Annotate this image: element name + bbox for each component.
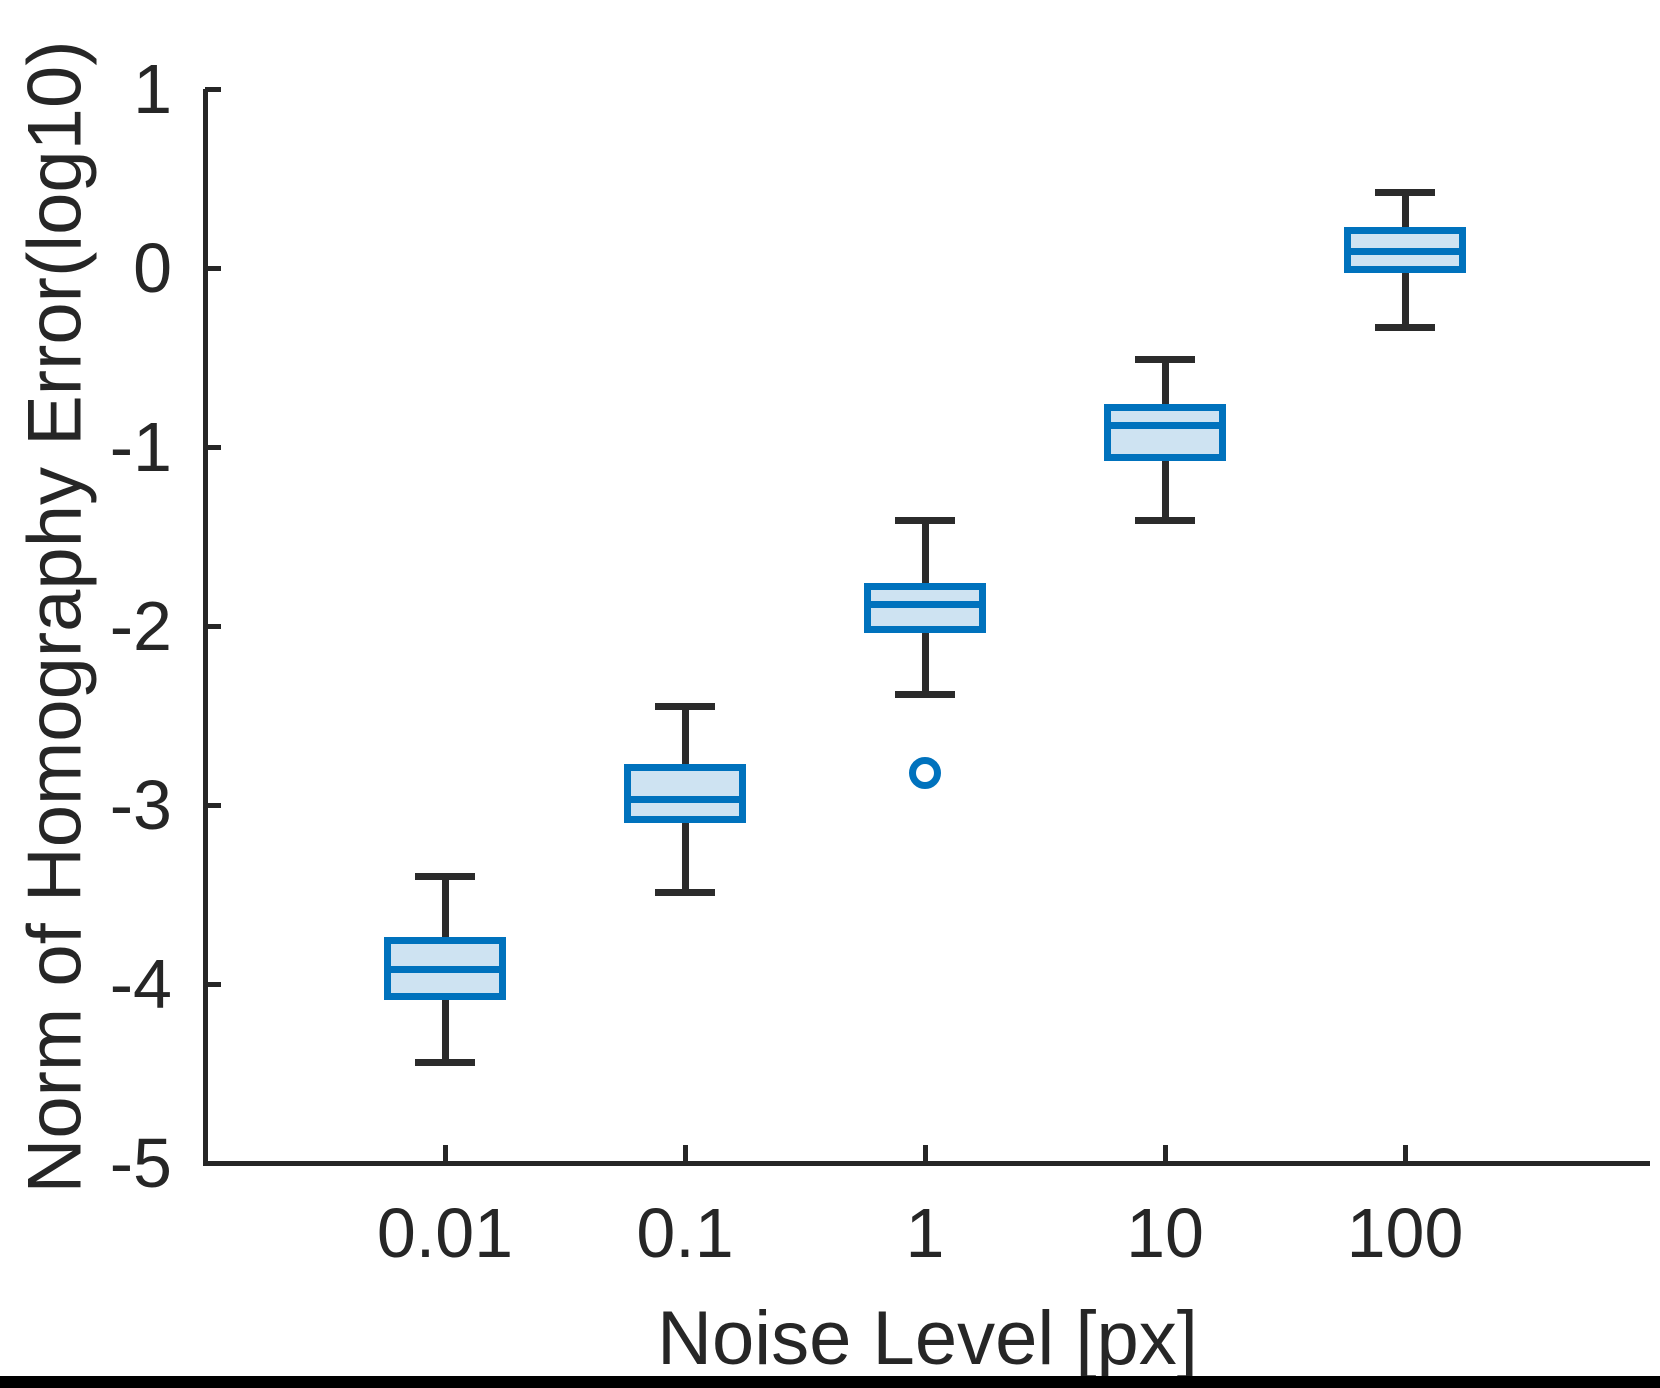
y-tick-mark bbox=[205, 87, 221, 92]
whisker-cap-bottom bbox=[655, 889, 715, 897]
whisker-cap-bottom bbox=[415, 1059, 475, 1067]
y-tick-mark bbox=[205, 1161, 221, 1166]
y-tick-label: 1 bbox=[133, 50, 172, 128]
median-line bbox=[864, 601, 986, 609]
whisker-cap-top bbox=[1135, 355, 1195, 363]
box-iqr bbox=[864, 583, 986, 634]
bottom-black-bar bbox=[0, 1376, 1660, 1388]
x-tick-label: 1 bbox=[905, 1194, 945, 1272]
box-iqr bbox=[1104, 404, 1226, 462]
whisker-cap-top bbox=[655, 703, 715, 711]
median-line bbox=[384, 966, 506, 974]
median-line bbox=[624, 796, 746, 804]
y-tick-label: -1 bbox=[109, 408, 172, 486]
x-tick-mark bbox=[923, 1145, 928, 1161]
median-line bbox=[1344, 248, 1466, 256]
y-tick-label: -5 bbox=[109, 1124, 172, 1202]
median-line bbox=[1104, 422, 1226, 430]
whisker-cap-bottom bbox=[1375, 323, 1435, 331]
y-tick-label: -2 bbox=[109, 587, 172, 665]
y-tick-mark bbox=[205, 624, 221, 629]
x-tick-mark bbox=[1163, 1145, 1168, 1161]
y-tick-mark bbox=[205, 445, 221, 450]
x-tick-mark bbox=[443, 1145, 448, 1161]
x-axis-label: Noise Level [px] bbox=[657, 1296, 1198, 1381]
box-iqr bbox=[624, 763, 746, 823]
whisker-cap-bottom bbox=[1135, 516, 1195, 524]
whisker-cap-bottom bbox=[895, 690, 955, 698]
whisker-cap-top bbox=[1375, 189, 1435, 197]
x-tick-mark bbox=[683, 1145, 688, 1161]
x-axis-line bbox=[203, 1161, 1650, 1166]
whisker-cap-top bbox=[415, 873, 475, 881]
x-tick-label: 0.01 bbox=[376, 1194, 514, 1272]
y-tick-label: -3 bbox=[109, 766, 172, 844]
y-tick-label: 0 bbox=[133, 229, 172, 307]
y-tick-mark bbox=[205, 266, 221, 271]
y-tick-label: -4 bbox=[109, 945, 172, 1023]
y-tick-mark bbox=[205, 803, 221, 808]
whisker-cap-top bbox=[895, 516, 955, 524]
x-tick-label: 0.1 bbox=[636, 1194, 734, 1272]
x-tick-mark bbox=[1403, 1145, 1408, 1161]
x-tick-label: 10 bbox=[1126, 1194, 1204, 1272]
y-tick-mark bbox=[205, 982, 221, 987]
outlier-marker bbox=[909, 756, 941, 789]
x-tick-label: 100 bbox=[1346, 1194, 1464, 1272]
